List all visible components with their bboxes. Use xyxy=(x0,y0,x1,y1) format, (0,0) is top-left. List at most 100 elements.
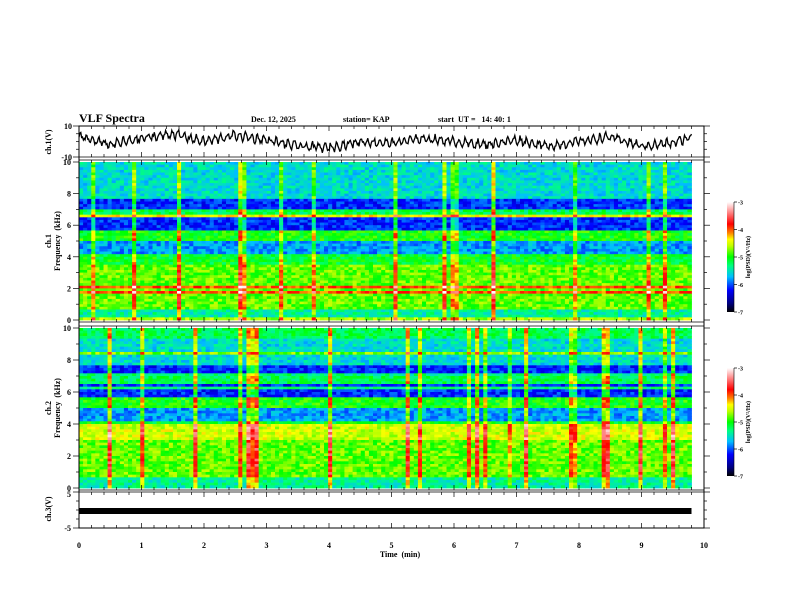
ch1-spectrogram-cell xyxy=(250,193,255,197)
ch1-spectrogram-cell xyxy=(193,175,198,179)
ch1-spectrogram-cell xyxy=(201,248,206,252)
ch1-spectrogram-cell xyxy=(193,222,198,226)
ch1-spectrogram-cell xyxy=(430,243,435,247)
ch1-spectrogram-cell xyxy=(144,188,149,192)
ch1-spectrogram-cell xyxy=(389,172,394,176)
ch1-spectrogram-cell xyxy=(524,241,529,245)
ch1-spectrogram-cell xyxy=(458,204,464,208)
ch1-spectrogram-cell xyxy=(671,238,676,242)
ch1-spectrogram-cell xyxy=(91,214,96,218)
ch1-spectrogram-cell xyxy=(601,219,607,223)
ch1-spectrogram-cell xyxy=(360,243,366,247)
ch1-spectrogram-cell xyxy=(520,246,525,250)
ch1-spectrogram-cell xyxy=(430,172,435,176)
ch1-spectrogram-cell xyxy=(307,209,313,213)
ch1-spectrogram-cell xyxy=(585,196,590,200)
ch1-spectrogram-cell xyxy=(544,225,549,229)
ch1-spectrogram-cell xyxy=(123,164,129,168)
ch1-spectrogram-cell xyxy=(360,172,366,176)
ch1-spectrogram-cell xyxy=(618,175,623,179)
ch1-spectrogram-cell xyxy=(491,214,496,218)
ch1-spectrogram-cell xyxy=(242,243,247,247)
ch1-spectrogram-cell xyxy=(360,241,366,245)
ch1-spectrogram-cell xyxy=(683,230,688,234)
ch1-spectrogram-cell xyxy=(552,177,558,181)
ch1-spectrogram-cell xyxy=(654,193,660,197)
ch1-spectrogram-cell xyxy=(291,241,296,245)
ch1-spectrogram-cell xyxy=(373,243,378,247)
ch1-spectrogram-cell xyxy=(564,217,570,221)
ch1-spectrogram-cell xyxy=(438,175,443,179)
ch1-spectrogram-cell xyxy=(442,167,447,171)
ch1-spectrogram-cell xyxy=(291,172,296,176)
ch1-spectrogram-cell xyxy=(483,172,488,176)
ch1-spectrogram-cell xyxy=(667,183,672,187)
ch1-spectrogram-cell xyxy=(123,177,129,181)
ch1-spectrogram-cell xyxy=(524,201,529,205)
ch1-spectrogram-cell xyxy=(413,177,419,181)
ch1-spectrogram-cell xyxy=(642,198,647,202)
ch1-spectrogram-cell xyxy=(556,185,562,189)
ch1-spectrogram-cell xyxy=(152,206,157,210)
ch1-spectrogram-cell xyxy=(679,180,684,184)
ch1-spectrogram-cell xyxy=(328,217,333,221)
ch1-spectrogram-cell xyxy=(287,235,292,239)
ch1-spectrogram-cell xyxy=(87,227,92,231)
ch1-spectrogram-cell xyxy=(250,214,255,218)
ch1-spectrogram-cell xyxy=(377,206,382,210)
ch1-spectrogram-cell xyxy=(328,188,333,192)
ch1-spectrogram-cell xyxy=(552,167,558,171)
ch1-spectrogram-cell xyxy=(189,248,194,252)
ch1-spectrogram-cell xyxy=(442,243,447,247)
ch1-spectrogram-cell xyxy=(324,169,329,173)
ch1-spectrogram-cell xyxy=(401,204,407,208)
ch1-spectrogram-cell xyxy=(254,183,260,187)
ch1-spectrogram-cell xyxy=(405,243,411,247)
ch1-spectrogram-cell xyxy=(642,193,647,197)
ch1-spectrogram-cell xyxy=(605,201,611,205)
ch1-spectrogram-cell xyxy=(495,167,500,171)
ch1-spectrogram-cell xyxy=(426,243,431,247)
ch1-spectrogram-cell xyxy=(99,235,104,239)
ch1-spectrogram-cell xyxy=(242,172,247,176)
ch1-spectrogram-cell xyxy=(613,169,619,173)
ch1-spectrogram-cell xyxy=(577,169,582,173)
ch1-spectrogram-cell xyxy=(283,241,288,245)
ch1-spectrogram-cell xyxy=(266,241,272,245)
ch1-spectrogram-cell xyxy=(115,214,121,218)
ch1-spectrogram-cell xyxy=(152,241,157,245)
ch1-spectrogram-cell xyxy=(344,212,349,216)
ch1-spectrogram-cell xyxy=(434,206,439,210)
ch1-spectrogram-cell xyxy=(352,204,358,208)
ch1-spectrogram-cell xyxy=(458,217,464,221)
ch1-spectrogram-cell xyxy=(426,164,431,168)
ch1-spectrogram-cell xyxy=(136,190,141,194)
ch1-spectrogram-cell xyxy=(446,164,451,168)
ch1-spectrogram-cell xyxy=(79,196,84,200)
ch1-spectrogram-cell xyxy=(405,204,411,208)
ch1-spectrogram-cell xyxy=(230,219,235,223)
ch1-spectrogram-cell xyxy=(250,196,255,200)
ch1-spectrogram-cell xyxy=(246,222,251,226)
ch1-spectrogram-cell xyxy=(405,175,411,179)
ch1-spectrogram-cell xyxy=(532,190,537,194)
ch1-spectrogram-cell xyxy=(250,177,255,181)
ch1-spectrogram-cell xyxy=(364,214,370,218)
ch1-spectrogram-cell xyxy=(569,241,574,245)
ch1-spectrogram-cell xyxy=(128,183,133,187)
ch1-spectrogram-cell xyxy=(181,217,186,221)
ch1-spectrogram-cell xyxy=(136,227,141,231)
ch1-spectrogram-cell xyxy=(189,183,194,187)
ch1-spectrogram-cell xyxy=(152,217,157,221)
ch1-spectrogram-cell xyxy=(569,196,574,200)
ch1-spectrogram-cell xyxy=(168,209,174,213)
ch1-spectrogram-cell xyxy=(511,196,517,200)
ch1-spectrogram-cell xyxy=(613,180,619,184)
ch1-spectrogram-cell xyxy=(270,219,276,223)
ch1-spectrogram-cell xyxy=(491,230,496,234)
ch1-spectrogram-cell xyxy=(181,248,186,252)
ch1-spectrogram-cell xyxy=(446,188,451,192)
ch1-spectrogram-cell xyxy=(344,243,349,247)
ch1-spectrogram-cell xyxy=(283,219,288,223)
ch1-spectrogram-cell xyxy=(193,206,198,210)
